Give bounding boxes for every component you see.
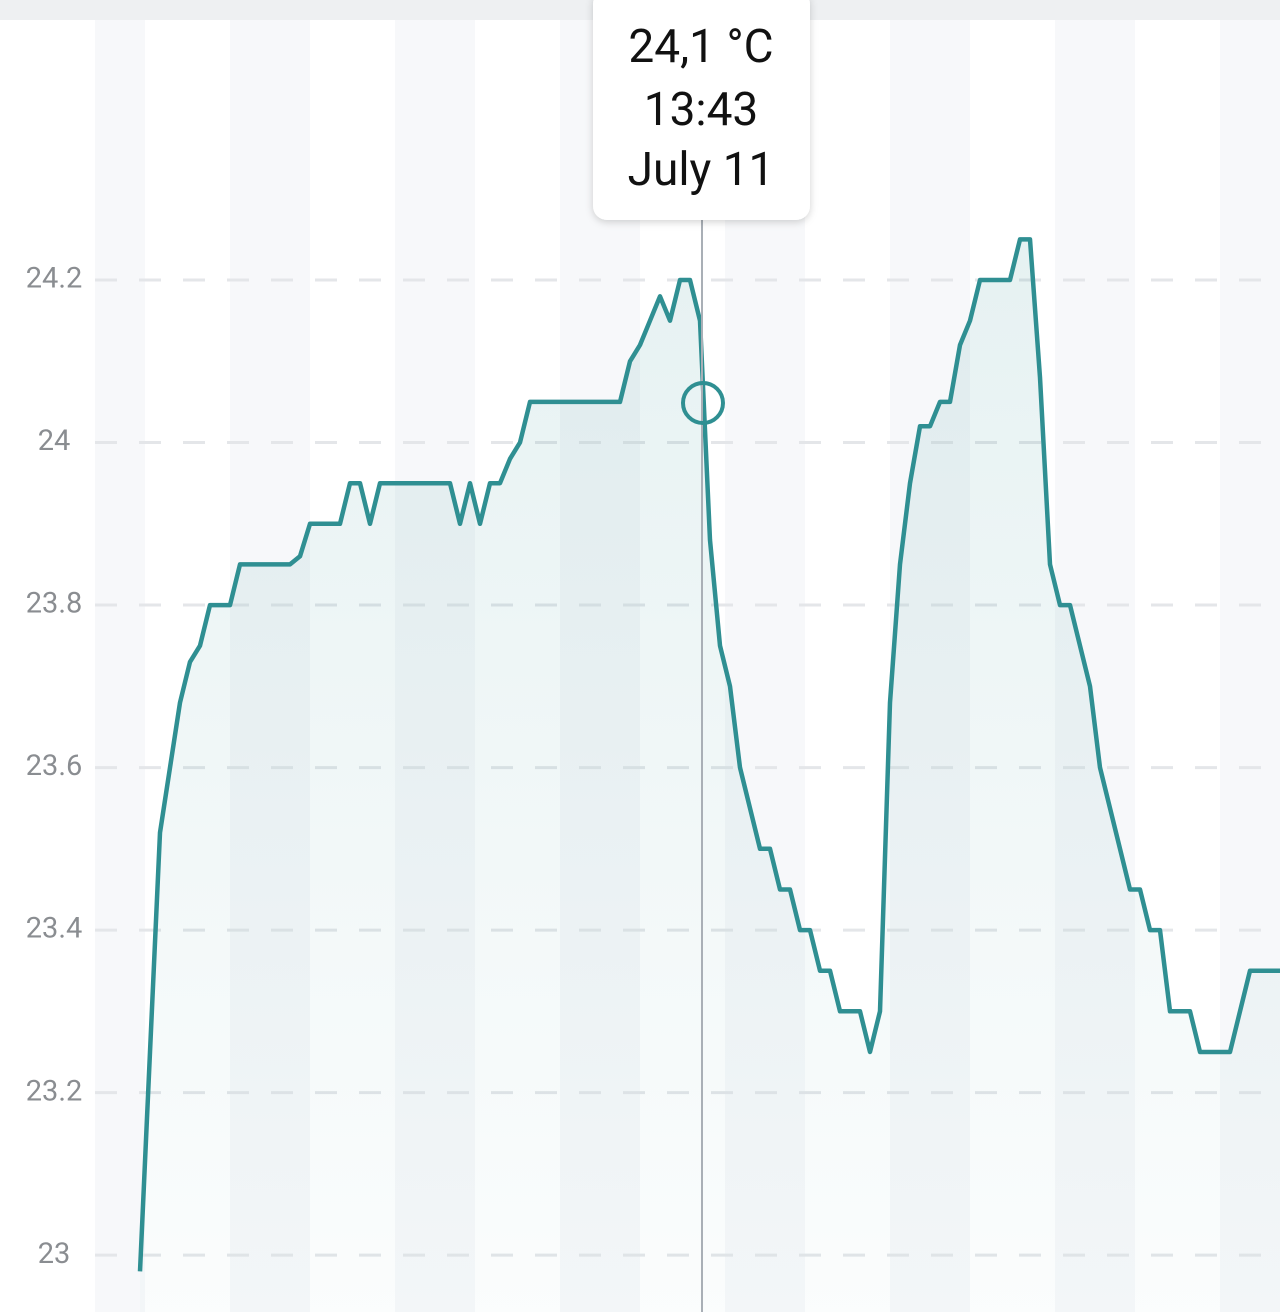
y-tick-label: 23.8 (26, 587, 83, 621)
tooltip-date: July 11 (628, 143, 775, 197)
y-tick-label: 23 (38, 1237, 71, 1271)
y-tick-label: 23.2 (26, 1074, 83, 1108)
y-tick-label: 24 (38, 424, 71, 458)
tooltip-value: 24,1 °C (628, 20, 773, 74)
tooltip: 24,1 °C 13:43 July 11 (593, 0, 810, 220)
line (137, 237, 1280, 1272)
hover-point (681, 381, 725, 425)
y-tick-label: 23.4 (26, 912, 83, 946)
tooltip-box (593, 0, 810, 220)
area (140, 239, 1280, 1312)
y-tick-label: 23.6 (26, 749, 83, 783)
y-tick-label: 24.2 (26, 262, 83, 296)
tooltip-time: 13:43 (644, 83, 759, 137)
